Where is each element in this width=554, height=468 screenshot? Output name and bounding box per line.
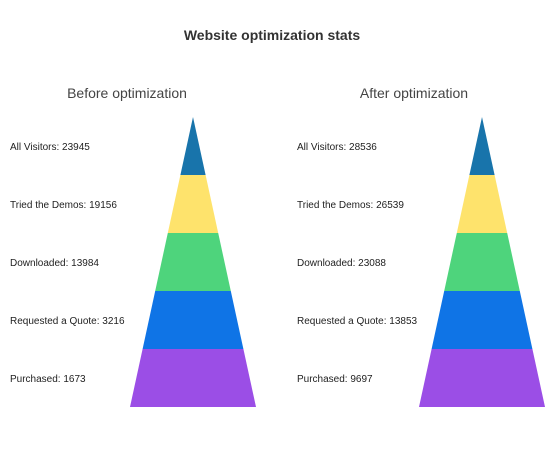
stage-label-before-4: Requested a Quote: 3216 — [10, 316, 125, 327]
pyramid-slice-before-3[interactable] — [155, 233, 231, 291]
pyramid-panel-after: After optimization All Visitors: 28536 Tr… — [297, 85, 545, 407]
stage-label-before-5: Purchased: 1673 — [10, 374, 86, 385]
pyramid-slice-before-2[interactable] — [167, 175, 219, 233]
stage-label-after-2: Tried the Demos: 26539 — [297, 200, 404, 211]
pyramid-slice-after-2[interactable] — [456, 175, 508, 233]
pyramid-slice-after-4[interactable] — [431, 291, 533, 349]
pyramid-panel-before: Before optimization All Visitors: 23945 T… — [10, 85, 256, 407]
stage-labels-before: All Visitors: 23945 Tried the Demos: 1915… — [10, 142, 125, 385]
pyramid-slice-after-1[interactable] — [469, 117, 495, 175]
panel-subtitle-before: Before optimization — [67, 85, 187, 101]
stage-label-before-2: Tried the Demos: 19156 — [10, 200, 117, 211]
stage-label-after-4: Requested a Quote: 13853 — [297, 316, 418, 327]
panel-subtitle-after: After optimization — [360, 85, 468, 101]
stage-label-after-5: Purchased: 9697 — [297, 374, 373, 385]
stage-label-after-3: Downloaded: 23088 — [297, 258, 386, 269]
pyramid-slice-before-4[interactable] — [142, 291, 244, 349]
pyramid-slices-before — [130, 117, 256, 407]
pyramid-slice-after-3[interactable] — [444, 233, 520, 291]
stage-label-before-3: Downloaded: 13984 — [10, 258, 99, 269]
stage-label-before-1: All Visitors: 23945 — [10, 142, 90, 153]
pyramid-slice-before-1[interactable] — [180, 117, 206, 175]
pyramid-slice-before-5[interactable] — [130, 349, 256, 407]
pyramid-slice-after-5[interactable] — [419, 349, 545, 407]
stage-labels-after: All Visitors: 28536 Tried the Demos: 2653… — [297, 142, 418, 385]
chart-title: Website optimization stats — [184, 27, 361, 43]
stage-label-after-1: All Visitors: 28536 — [297, 142, 377, 153]
pyramid-slices-after — [419, 117, 545, 407]
